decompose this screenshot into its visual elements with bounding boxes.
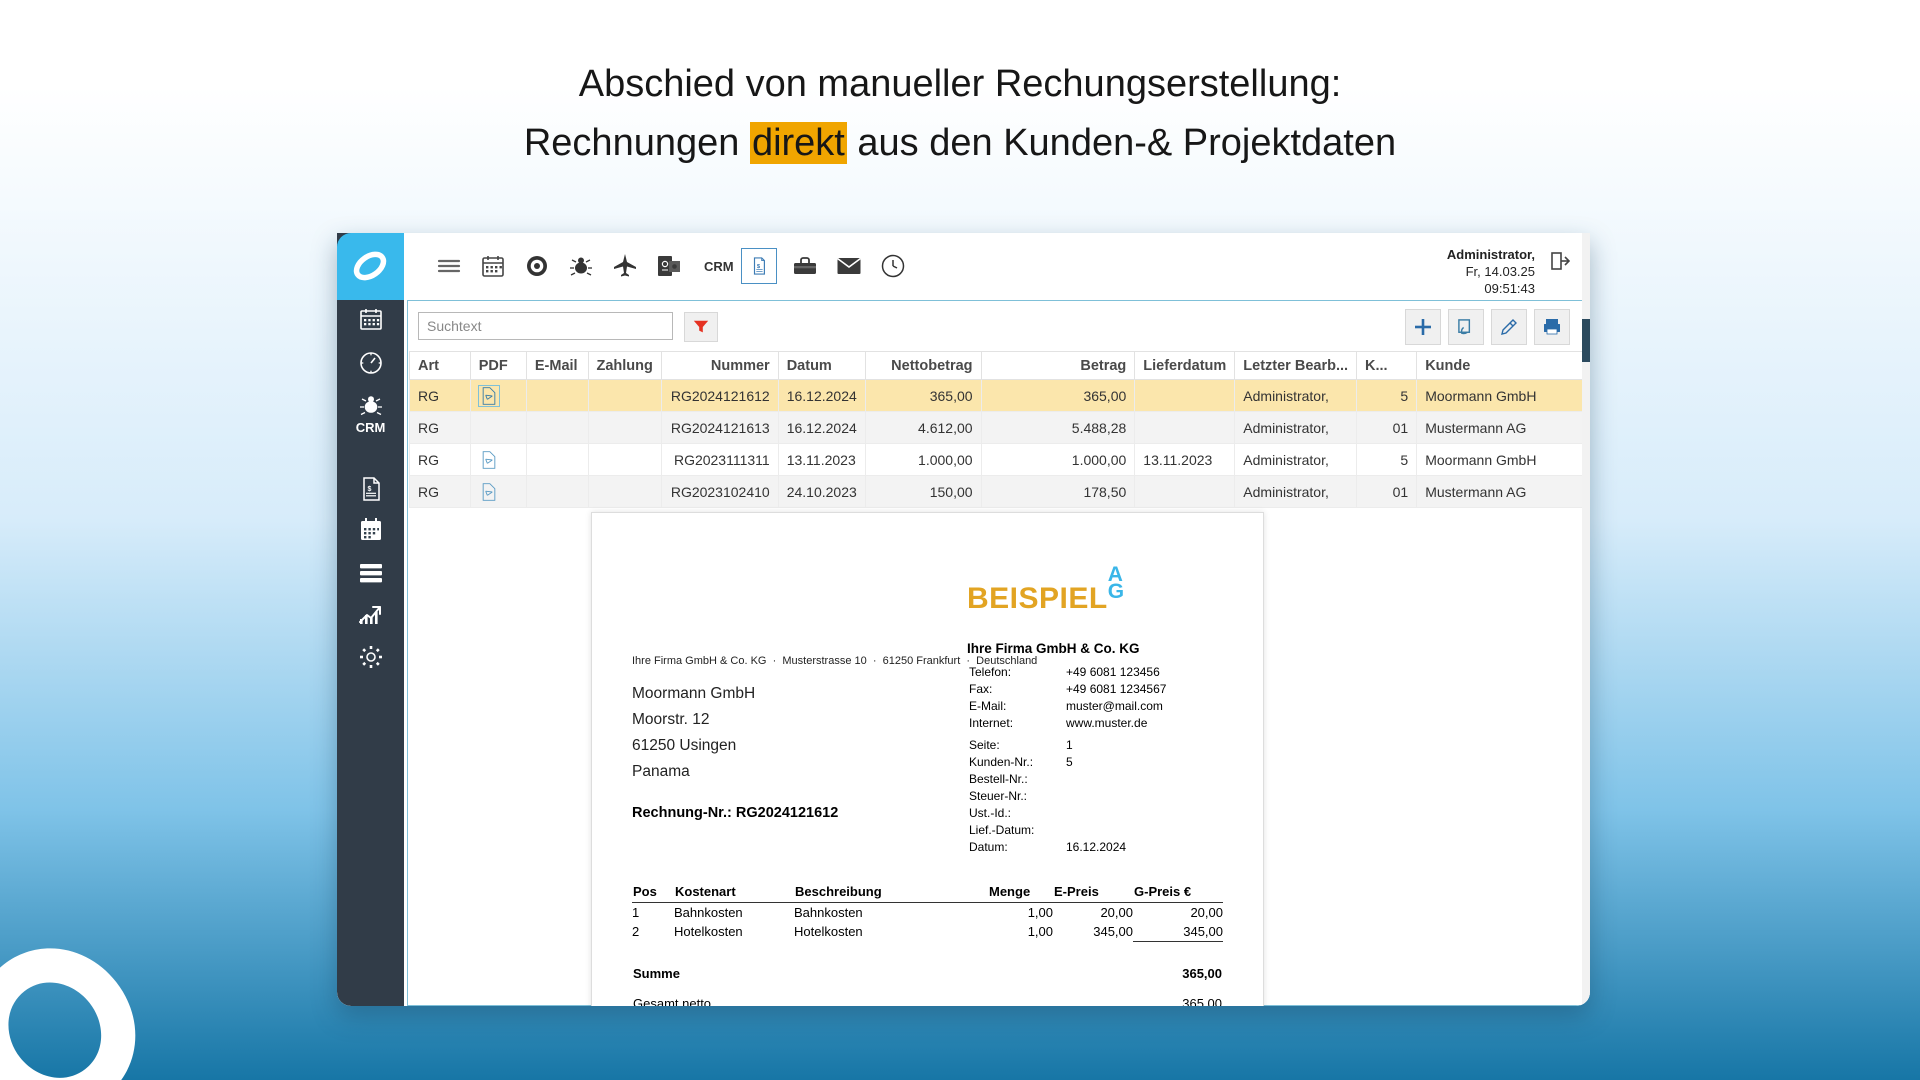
svg-text:$: $ xyxy=(757,264,761,270)
svg-text:$: $ xyxy=(367,486,371,493)
